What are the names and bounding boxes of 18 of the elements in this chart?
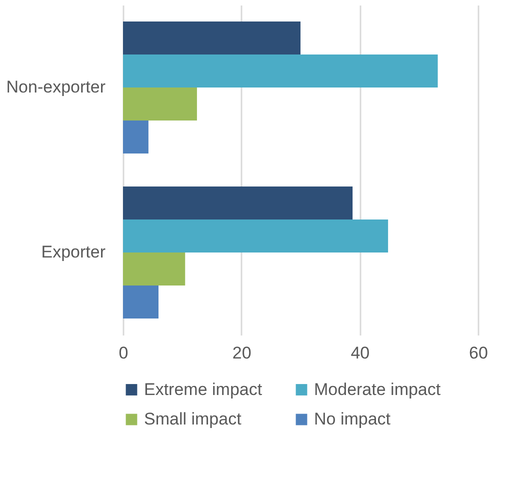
legend-label: Small impact — [144, 410, 242, 428]
x-tick-label: 40 — [350, 344, 370, 362]
bar — [123, 22, 300, 54]
legend-label: Moderate impact — [314, 380, 441, 399]
y-tick-label: Non-exporter — [6, 78, 106, 96]
x-tick-label: 0 — [118, 344, 128, 362]
bar — [123, 252, 186, 286]
bar — [123, 120, 148, 154]
y-tick-label: Exporter — [41, 242, 106, 262]
legend-label: No impact — [314, 410, 391, 428]
bar — [123, 88, 197, 120]
bar — [123, 54, 438, 88]
x-tick-label: 20 — [232, 344, 252, 362]
bar — [123, 286, 158, 318]
bar — [123, 220, 388, 252]
x-tick-label: 60 — [469, 344, 488, 362]
bar — [123, 186, 353, 220]
legend-label: Extreme impact — [144, 380, 262, 399]
